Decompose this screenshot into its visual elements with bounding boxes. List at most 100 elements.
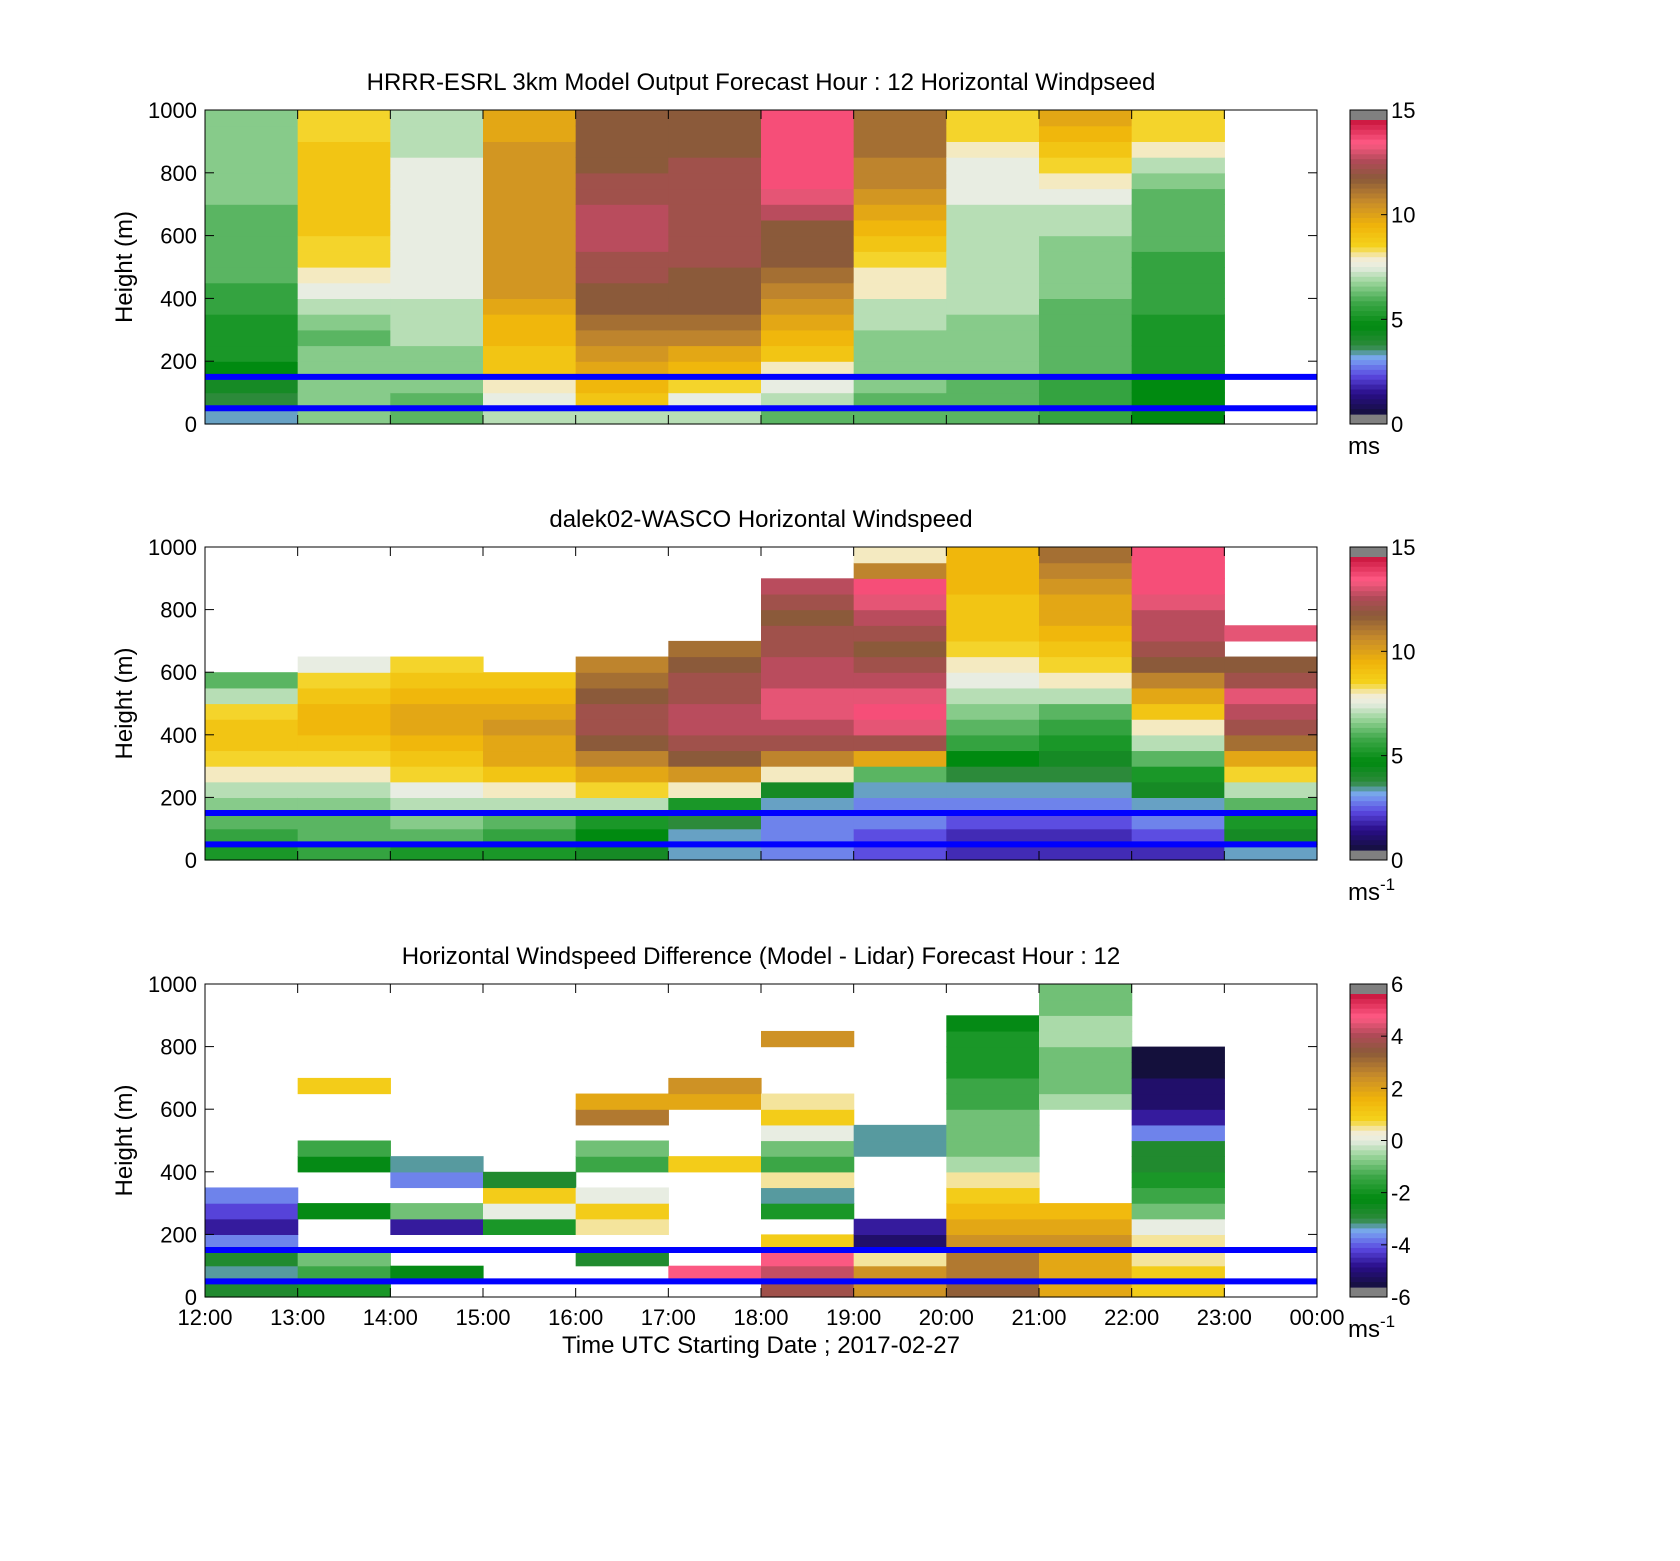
heatmap-cell	[1039, 188, 1133, 205]
heatmap-cell	[205, 267, 299, 284]
heatmap-cell	[575, 314, 669, 331]
heatmap-cell	[205, 1187, 299, 1204]
heatmap-cell	[1131, 157, 1225, 174]
heatmap-cell	[946, 766, 1040, 783]
x-tick-label: 16:00	[548, 1305, 603, 1330]
heatmap-cell	[205, 110, 299, 127]
heatmap-cell	[761, 734, 855, 752]
heatmap-cell	[483, 282, 577, 299]
heatmap-cell	[297, 314, 391, 331]
heatmap-cell	[1131, 813, 1225, 830]
heatmap-cell	[390, 766, 484, 783]
y-tick-label: 400	[160, 723, 197, 748]
heatmap-cell	[297, 1265, 391, 1282]
heatmap-cell	[946, 204, 1040, 221]
heatmap-cell	[853, 188, 947, 205]
heatmap-cell	[205, 282, 299, 299]
heatmap-cell	[853, 813, 947, 830]
heatmap-cell	[1039, 750, 1133, 767]
heatmap-cell	[668, 282, 762, 299]
heatmap-cell	[205, 766, 299, 783]
colorbar-segment	[1350, 840, 1387, 846]
y-tick-label: 1000	[148, 535, 197, 560]
heatmap-cell	[297, 813, 391, 830]
colorbar-segment	[1350, 124, 1387, 131]
heatmap-cell	[761, 687, 855, 705]
colorbar-segment	[1350, 1169, 1387, 1176]
heatmap-cell	[946, 361, 1040, 378]
heatmap-cell	[1131, 188, 1225, 205]
heatmap-cell	[390, 125, 484, 142]
y-tick-label: 200	[160, 785, 197, 810]
heatmap-cell	[946, 562, 1040, 579]
heatmap-cell	[297, 719, 391, 736]
heatmap-cell	[390, 1265, 484, 1282]
heatmap-cell	[483, 1218, 577, 1235]
heatmap-cell	[1039, 204, 1133, 221]
heatmap-cell	[483, 719, 577, 736]
colorbar-unit: ms	[1348, 433, 1380, 460]
heatmap-cell	[668, 766, 762, 783]
heatmap-cell	[946, 687, 1040, 705]
colorbar-segment	[1350, 1101, 1387, 1107]
heatmap-cell	[946, 1077, 1040, 1095]
heatmap-cell	[483, 345, 577, 362]
colorbar-tick-label: 0	[1391, 412, 1403, 437]
heatmap-cell	[205, 1265, 299, 1282]
heatmap-cell	[853, 625, 947, 642]
heatmap-cell	[761, 298, 855, 315]
colorbar-segment	[1350, 1140, 1387, 1146]
heatmap-cell	[761, 1187, 855, 1204]
heatmap-cell	[668, 813, 762, 830]
heatmap-cell	[1131, 361, 1225, 378]
heatmap-cell	[483, 251, 577, 268]
colorbar-segment	[1350, 1037, 1387, 1044]
heatmap-cell	[390, 781, 484, 798]
heatmap-cell	[946, 672, 1040, 689]
colorbar-segment	[1350, 747, 1387, 753]
heatmap-cell	[205, 392, 299, 409]
heatmap-cells	[205, 984, 1225, 1298]
heatmap-cell	[1224, 672, 1318, 689]
heatmap-cell	[390, 813, 484, 830]
heatmap-cell	[390, 235, 484, 252]
colorbar-segment	[1350, 134, 1387, 141]
heatmap-cell	[1039, 1281, 1133, 1298]
heatmap-cell	[390, 1203, 484, 1220]
colorbar-segment	[1350, 1135, 1387, 1142]
heatmap-cell	[297, 267, 391, 284]
colorbar-segment	[1350, 1003, 1387, 1010]
colorbar-segment	[1350, 276, 1387, 283]
heatmap-cell	[205, 188, 299, 205]
heatmap-cell	[1224, 797, 1318, 814]
heatmap-cell	[668, 1265, 762, 1282]
heatmap-cell	[668, 235, 762, 252]
colorbar-segment	[1350, 723, 1387, 729]
heatmap-cell	[390, 719, 484, 736]
heatmap-cell	[1131, 1218, 1225, 1235]
heatmap-cell	[575, 1140, 669, 1157]
colorbar-unit-superscript: -1	[1380, 1312, 1395, 1331]
heatmap-cell	[483, 1203, 577, 1220]
colorbar-segment	[1350, 679, 1387, 685]
heatmap-cell	[853, 656, 947, 673]
heatmap-cell	[1039, 1203, 1133, 1220]
colorbar-tick-label: 0	[1391, 848, 1403, 873]
heatmap-cell	[483, 188, 577, 205]
heatmap-cell	[1039, 251, 1133, 268]
heatmap-cell	[205, 734, 299, 752]
heatmap-cell	[390, 1171, 484, 1189]
heatmap-cell	[1224, 750, 1318, 767]
heatmap-cell	[390, 687, 484, 705]
colorbar-segment	[1350, 389, 1387, 395]
heatmap-cell	[1039, 797, 1133, 814]
colorbar-segment	[1350, 1062, 1387, 1068]
heatmap-cell	[853, 719, 947, 736]
heatmap-cell	[575, 656, 669, 673]
colorbar-segment	[1350, 766, 1387, 773]
heatmap-cell	[761, 345, 855, 362]
colorbar-segment	[1350, 1042, 1387, 1049]
heatmap-cell	[668, 298, 762, 315]
heatmap-cell	[575, 282, 669, 299]
heatmap-cell	[761, 110, 855, 127]
